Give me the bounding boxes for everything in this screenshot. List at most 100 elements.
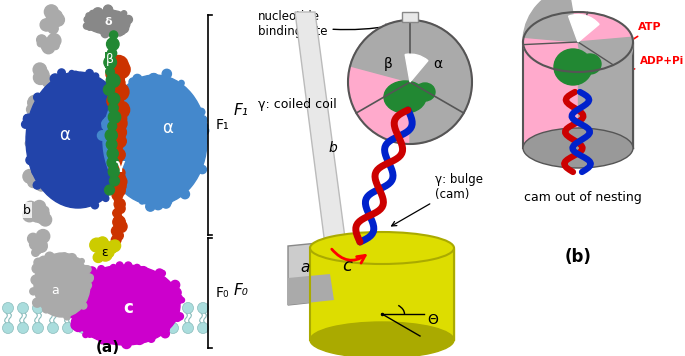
Circle shape [114,154,122,162]
Text: α: α [60,126,71,144]
Text: ATP: ATP [610,22,662,51]
Circle shape [24,201,37,214]
Circle shape [112,83,129,101]
Circle shape [194,163,199,169]
Circle shape [166,287,175,296]
Circle shape [88,77,94,83]
Circle shape [84,192,91,199]
Polygon shape [578,42,633,148]
Circle shape [149,74,158,83]
Circle shape [18,303,29,314]
Circle shape [123,335,130,343]
Circle shape [150,277,156,283]
Circle shape [32,249,39,256]
Circle shape [121,186,126,192]
Circle shape [38,104,45,111]
Circle shape [34,163,41,171]
Circle shape [34,258,42,267]
Circle shape [173,294,183,304]
Circle shape [91,201,99,209]
Circle shape [146,190,153,198]
Circle shape [37,40,44,47]
Circle shape [47,34,61,47]
Circle shape [74,307,82,315]
Circle shape [101,31,109,38]
Circle shape [108,87,117,96]
Circle shape [158,326,162,331]
Circle shape [134,186,141,193]
Circle shape [111,145,121,156]
Circle shape [25,140,33,147]
Circle shape [84,274,93,284]
Circle shape [31,103,45,117]
Circle shape [48,268,55,275]
Circle shape [71,71,80,80]
Circle shape [33,298,42,307]
Circle shape [73,258,81,265]
Circle shape [109,240,121,252]
Circle shape [71,318,79,325]
Circle shape [97,10,103,16]
Circle shape [79,258,84,264]
Circle shape [141,332,150,341]
Circle shape [80,80,86,86]
Circle shape [28,160,34,165]
Circle shape [148,335,155,342]
Circle shape [173,306,177,311]
Ellipse shape [579,54,601,74]
Text: c: c [123,299,133,317]
Circle shape [195,165,200,170]
Circle shape [108,103,119,113]
Circle shape [175,179,182,184]
Ellipse shape [554,49,592,85]
Circle shape [28,173,42,187]
Circle shape [41,20,52,31]
Circle shape [92,73,99,79]
Circle shape [106,183,112,189]
Circle shape [81,75,91,84]
Circle shape [112,164,121,173]
Circle shape [99,336,106,344]
Circle shape [49,274,58,283]
Circle shape [35,180,45,190]
Circle shape [143,78,153,87]
Circle shape [76,301,86,310]
Circle shape [197,127,206,136]
Circle shape [124,15,132,23]
Circle shape [32,108,45,120]
Circle shape [51,42,59,49]
Text: α: α [434,57,443,71]
Circle shape [32,263,42,273]
Circle shape [77,303,88,314]
Circle shape [112,28,119,35]
Circle shape [116,168,125,177]
Circle shape [113,216,125,228]
Circle shape [92,303,103,314]
Circle shape [38,37,43,43]
Circle shape [71,296,77,303]
Circle shape [36,289,46,299]
Circle shape [40,209,49,218]
Circle shape [79,314,86,321]
Circle shape [35,211,47,223]
Circle shape [136,334,145,343]
Circle shape [164,315,172,324]
Circle shape [110,100,122,111]
Circle shape [112,125,127,139]
Ellipse shape [310,232,454,264]
Circle shape [35,286,42,292]
Circle shape [97,239,109,250]
Wedge shape [523,0,578,42]
Circle shape [96,240,108,252]
Circle shape [170,189,177,196]
Circle shape [29,111,38,121]
Circle shape [65,258,71,265]
Circle shape [116,147,124,155]
Circle shape [107,38,119,50]
Circle shape [101,28,106,34]
Circle shape [102,89,111,98]
Circle shape [32,120,42,130]
Circle shape [129,267,139,276]
Circle shape [199,126,209,136]
Circle shape [64,258,73,266]
